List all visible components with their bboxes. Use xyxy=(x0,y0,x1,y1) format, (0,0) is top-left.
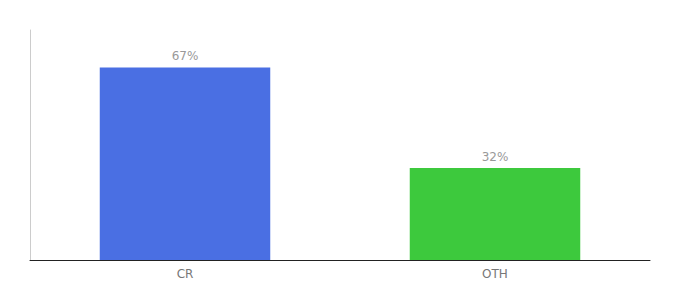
svg-text:CR: CR xyxy=(177,267,194,281)
svg-text:67%: 67% xyxy=(172,49,199,63)
svg-text:32%: 32% xyxy=(482,150,509,164)
svg-text:OTH: OTH xyxy=(482,267,508,281)
